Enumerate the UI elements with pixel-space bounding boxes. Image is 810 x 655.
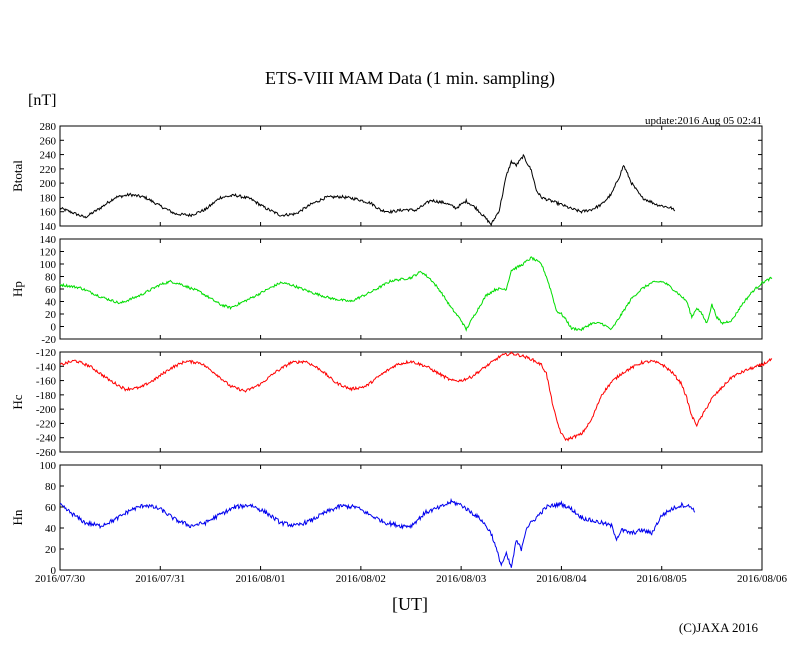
chart-title: ETS-VIII MAM Data (1 min. sampling): [265, 68, 555, 89]
panel-frame: [59, 351, 763, 453]
x-tick-label: 2016/08/03: [436, 573, 487, 585]
series-btotal: [59, 153, 676, 227]
panel-frame: [59, 464, 763, 571]
y-tick-label: 100: [40, 259, 57, 271]
y-tick-label: 200: [40, 178, 57, 190]
y-tick-label: 40: [45, 297, 57, 309]
panel-hc: -260 -240 -220 -200 -180 -160 -140 -120 Hc: [10, 347, 773, 459]
y-tick-label: -160: [36, 376, 57, 388]
x-tick-label: 2016/07/30: [35, 573, 86, 585]
y-tick-label: -240: [36, 433, 57, 445]
x-tick-label: 2016/08/02: [336, 573, 386, 585]
x-axis-ticks: 2016/07/30 2016/07/31 2016/08/01 2016/08/02…: [35, 573, 788, 585]
series-hp: [59, 256, 773, 332]
panel-btotal: 140 160 180 200 220 240 260 280 Btotal: [10, 121, 763, 233]
y-tick-label: -220: [36, 418, 57, 430]
y-tick-label: -20: [41, 334, 56, 346]
y-tick-label: -180: [36, 390, 57, 402]
y-tick-label: 80: [45, 481, 57, 493]
y-axis-label: Hc: [10, 394, 25, 409]
panels: 140160180200220240260280Btotal-200204060…: [10, 121, 773, 577]
copyright: (C)JAXA 2016: [679, 620, 759, 635]
y-tick-label: -120: [36, 347, 57, 359]
panel-frame: [59, 125, 763, 227]
y-tick-label: -140: [36, 361, 57, 373]
y-tick-label: 20: [45, 309, 57, 321]
y-tick-label: 260: [40, 135, 57, 147]
x-tick-label: 2016/08/01: [236, 573, 286, 585]
x-tick-label: 2016/08/04: [536, 573, 587, 585]
y-axis-label: Hp: [10, 281, 25, 297]
x-tick-label: 2016/07/31: [135, 573, 185, 585]
y-tick-label: 180: [40, 192, 57, 204]
update-timestamp: update:2016 Aug 05 02:41: [645, 115, 762, 127]
y-tick-label: 280: [40, 121, 57, 133]
y-tick-label: 220: [40, 164, 57, 176]
y-tick-label: -200: [36, 404, 57, 416]
panel-hn: 0 20 40 60 80 100 Hn: [10, 460, 763, 577]
series-hn: [59, 497, 696, 568]
y-tick-label: 160: [40, 207, 57, 219]
y-tick-label: 20: [45, 544, 57, 556]
y-tick-label: 120: [40, 247, 57, 259]
x-axis-label: [UT]: [392, 594, 428, 614]
y-tick-label: 140: [40, 234, 57, 246]
y-tick-label: 100: [40, 460, 57, 472]
x-tick-label: 2016/08/05: [637, 573, 688, 585]
y-tick-label: 0: [51, 322, 57, 334]
y-axis-label: Btotal: [10, 160, 25, 192]
unit-label: [nT]: [28, 92, 56, 109]
y-tick-label: 60: [45, 284, 57, 296]
y-tick-label: 240: [40, 150, 57, 162]
y-tick-label: -260: [36, 447, 57, 459]
y-tick-label: 40: [45, 523, 57, 535]
panel-frame: [59, 238, 763, 340]
series-hc: [59, 351, 773, 442]
y-tick-label: 80: [45, 272, 57, 284]
y-tick-label: 60: [45, 502, 57, 514]
x-tick-label: 2016/08/06: [737, 573, 788, 585]
y-tick-label: 0: [51, 565, 57, 577]
y-axis-label: Hn: [10, 509, 25, 525]
y-tick-label: 140: [40, 221, 57, 233]
